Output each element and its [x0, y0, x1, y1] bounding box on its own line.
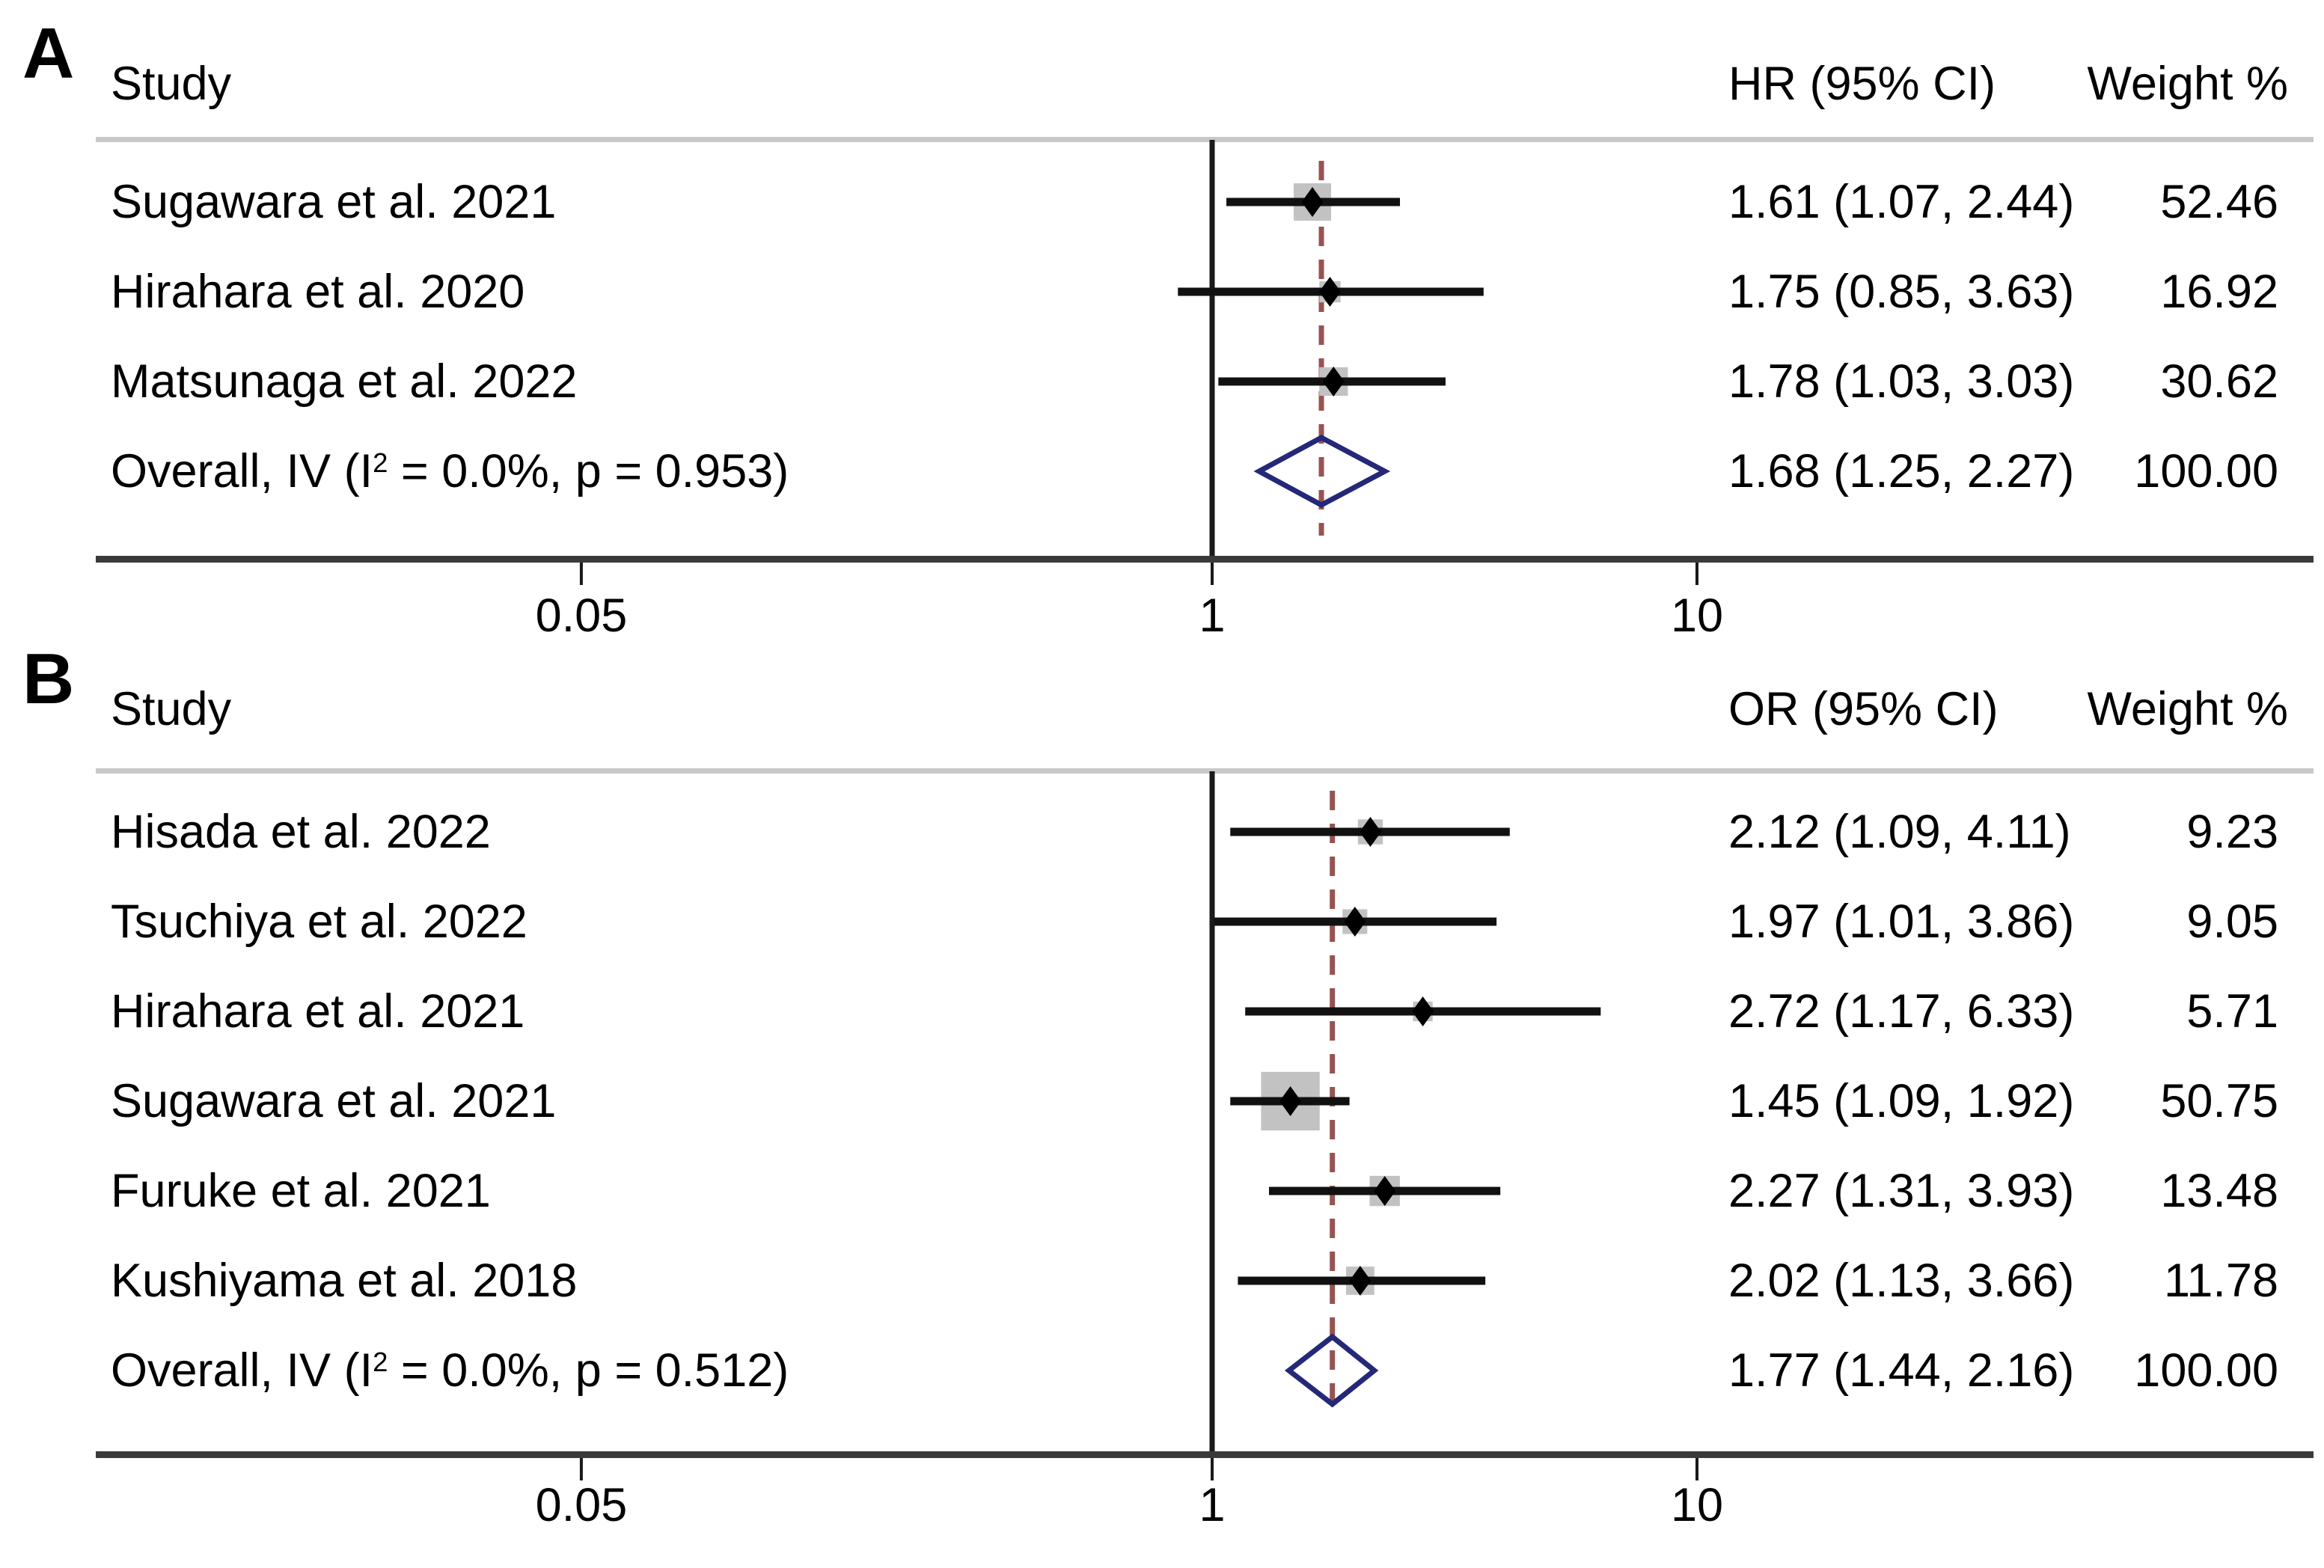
panel-label-a: A [22, 13, 75, 94]
overall-effect-ci-text: 1.68 (1.25, 2.27) [1728, 444, 2075, 497]
x-axis-tick-label: 0.05 [535, 589, 628, 642]
x-axis-tick-label: 0.05 [535, 1478, 628, 1531]
overall-label: Overall, IV (I2 = 0.0%, p = 0.953) [111, 444, 789, 498]
overall-label-text: Overall, IV (I [111, 1344, 373, 1397]
effect-ci-text: 1.61 (1.07, 2.44) [1728, 175, 2075, 228]
overall-diamond [1284, 1333, 1379, 1408]
point-estimate-marker [1374, 1176, 1396, 1206]
x-axis-tick-label: 1 [1199, 589, 1226, 642]
column-header-study: Study [111, 682, 232, 735]
effect-ci-text: 1.78 (1.03, 3.03) [1728, 355, 2075, 408]
x-axis-line [96, 1451, 2314, 1458]
point-estimate-marker [1301, 187, 1324, 217]
point-estimate-marker [1412, 996, 1434, 1026]
x-axis-tick-label: 1 [1199, 1478, 1226, 1531]
point-estimate-marker [1322, 367, 1345, 396]
overall-diamond [1253, 435, 1391, 508]
panel-label-b: B [22, 639, 75, 719]
point-estimate-marker [1344, 907, 1366, 937]
x-axis-line [96, 556, 2314, 563]
effect-ci-text: 1.97 (1.01, 3.86) [1728, 895, 2075, 948]
x-axis-tick [1211, 563, 1214, 585]
x-axis-tick [1695, 563, 1698, 585]
x-axis-tick-label: 10 [1670, 589, 1724, 642]
x-axis-tick [1211, 1458, 1214, 1480]
overall-effect-ci-text: 1.77 (1.44, 2.16) [1728, 1344, 2075, 1397]
null-effect-line [1209, 140, 1215, 556]
i-squared-superscript: 2 [373, 1346, 388, 1377]
weight-text: 30.62 [2160, 355, 2278, 408]
column-header-weight: Weight % [2087, 682, 2288, 735]
study-label: Furuke et al. 2021 [111, 1164, 491, 1217]
weight-text: 11.78 [2164, 1254, 2278, 1307]
weight-text: 9.23 [2186, 805, 2278, 858]
weight-text: 16.92 [2160, 265, 2278, 318]
i-squared-superscript: 2 [373, 447, 388, 478]
weight-text: 50.75 [2160, 1074, 2278, 1127]
point-estimate-marker [1349, 1266, 1372, 1296]
overall-weight-text: 100.00 [2134, 444, 2278, 497]
weight-text: 52.46 [2160, 175, 2278, 228]
overall-label-text: Overall, IV (I [111, 444, 373, 497]
study-label: Matsunaga et al. 2022 [111, 355, 578, 408]
effect-ci-text: 2.02 (1.13, 3.66) [1728, 1254, 2075, 1307]
effect-ci-text: 2.27 (1.31, 3.93) [1728, 1164, 2075, 1217]
weight-text: 5.71 [2186, 984, 2278, 1038]
point-estimate-marker [1318, 277, 1341, 307]
point-estimate-marker [1279, 1086, 1302, 1116]
overall-weight-text: 100.00 [2134, 1344, 2278, 1397]
effect-ci-text: 1.75 (0.85, 3.63) [1728, 265, 2075, 318]
study-label: Tsuchiya et al. 2022 [111, 895, 528, 948]
header-rule [96, 768, 2314, 774]
column-header-weight: Weight % [2087, 57, 2288, 110]
effect-ci-text: 2.72 (1.17, 6.33) [1728, 984, 2075, 1038]
header-rule [96, 137, 2314, 142]
study-label: Hisada et al. 2022 [111, 805, 491, 858]
overall-label-stats: = 0.0%, p = 0.953) [388, 444, 789, 497]
column-header-study: Study [111, 57, 232, 110]
effect-ci-text: 2.12 (1.09, 4.11) [1728, 805, 2071, 858]
null-effect-line [1209, 771, 1215, 1451]
study-label: Sugawara et al. 2021 [111, 1074, 557, 1127]
effect-ci-text: 1.45 (1.09, 1.92) [1728, 1074, 2075, 1127]
study-label: Sugawara et al. 2021 [111, 175, 557, 228]
x-axis-tick [579, 1458, 583, 1480]
study-label: Kushiyama et al. 2018 [111, 1254, 578, 1307]
x-axis-tick-label: 10 [1670, 1478, 1724, 1531]
study-label: Hirahara et al. 2020 [111, 265, 525, 318]
overall-label: Overall, IV (I2 = 0.0%, p = 0.512) [111, 1344, 789, 1397]
point-estimate-marker [1359, 817, 1381, 847]
weight-text: 13.48 [2160, 1164, 2278, 1217]
x-axis-tick [1695, 1458, 1698, 1480]
study-label: Hirahara et al. 2021 [111, 984, 525, 1038]
weight-text: 9.05 [2186, 895, 2278, 948]
column-header-effect: OR (95% CI) [1728, 682, 1999, 735]
overall-label-stats: = 0.0%, p = 0.512) [388, 1344, 789, 1397]
column-header-effect: HR (95% CI) [1728, 57, 1996, 110]
x-axis-tick [579, 563, 583, 585]
